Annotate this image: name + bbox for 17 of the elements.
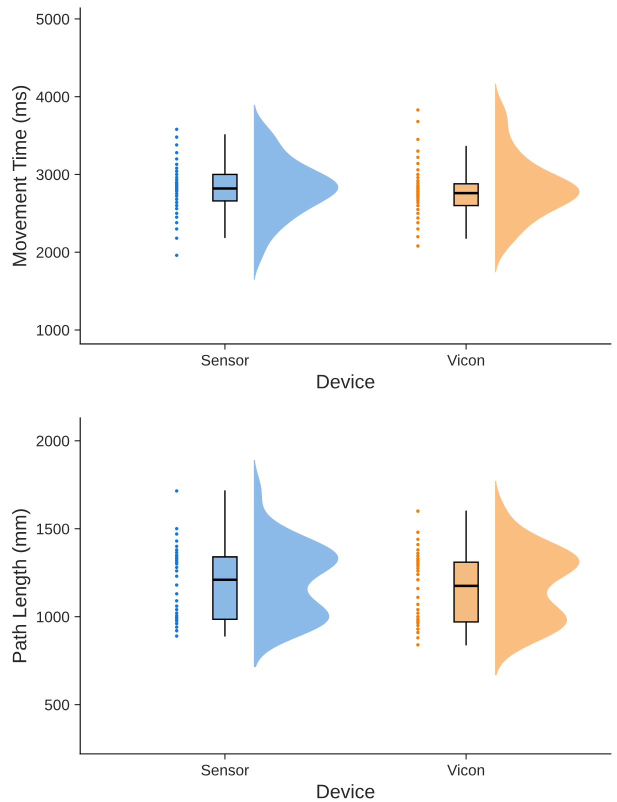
x-tick-label: Sensor	[201, 764, 249, 776]
y-tick-label: 500	[44, 699, 70, 710]
x-tick-label: Vicon	[447, 764, 484, 776]
y-tick-label: 1500	[36, 524, 70, 534]
x-tick-label: Sensor	[201, 354, 249, 366]
y-tick-label: 2000	[36, 436, 70, 446]
y-tick-label: 3000	[36, 169, 70, 180]
y-axis-title: Movement Time (ms)	[12, 86, 30, 266]
x-tick-label: Vicon	[447, 354, 484, 366]
y-tick-label: 5000	[36, 14, 70, 25]
y-tick-label: 4000	[36, 92, 70, 102]
x-axis-title: Device	[317, 374, 374, 388]
x-axis-title: Device	[317, 784, 374, 798]
y-tick-label: 2000	[36, 247, 70, 258]
y-tick-label: 1000	[36, 324, 70, 336]
y-axis-title: Path Length (mm)	[12, 509, 30, 662]
y-tick-label: 1000	[36, 612, 70, 622]
